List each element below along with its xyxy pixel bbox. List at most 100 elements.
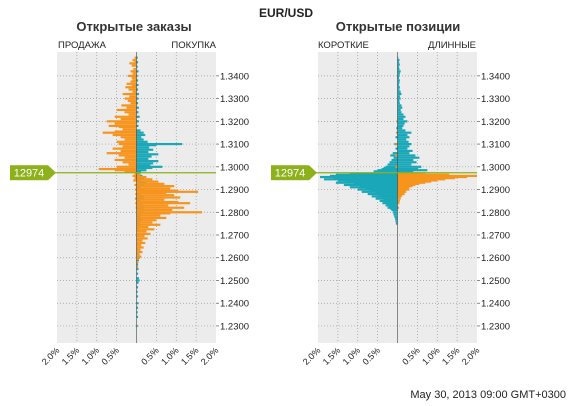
bar-left-level xyxy=(131,85,137,88)
bar-left-level xyxy=(126,106,137,109)
bar-left-level xyxy=(132,58,137,62)
bar-right-level xyxy=(136,238,139,241)
bar-right-level xyxy=(136,265,139,268)
bar-left-level xyxy=(129,62,137,65)
bar-right-level xyxy=(397,140,409,143)
bar-right-level xyxy=(397,133,408,137)
bar-right-level xyxy=(397,111,402,114)
bar-right-level xyxy=(397,108,401,112)
bar-left-level xyxy=(114,130,137,133)
bar-left-level xyxy=(387,206,398,209)
bar-left-level xyxy=(353,182,398,185)
bar-right-level xyxy=(136,106,139,109)
bar-right-level xyxy=(397,170,414,173)
bar-right-level xyxy=(136,79,139,82)
bar-right-level xyxy=(397,97,401,100)
bar-right-level xyxy=(136,277,139,280)
bar-right-level xyxy=(136,235,145,238)
y-tick-label: 1.3200 xyxy=(481,117,510,128)
bar-left-level xyxy=(343,183,398,187)
bar-right-level xyxy=(136,215,141,218)
bar-right-level xyxy=(136,202,191,205)
bar-right-level xyxy=(136,255,142,258)
bar-left-level xyxy=(394,215,398,218)
bar-left-level xyxy=(112,133,137,137)
bar-left-level xyxy=(128,88,137,91)
bar-right-level xyxy=(397,161,417,164)
open-positions-title: Открытые позиции xyxy=(336,19,460,34)
bar-right-level xyxy=(136,256,140,259)
bar-right-level xyxy=(136,243,139,246)
bar-right-level xyxy=(397,117,404,121)
bar-left-level xyxy=(129,95,137,98)
long-axis-label: ДЛИННЫЕ xyxy=(428,40,476,51)
bar-right-level xyxy=(136,228,155,231)
bar-left-level xyxy=(124,156,137,159)
bar-left-level xyxy=(120,136,137,139)
bar-right-level xyxy=(397,190,407,193)
bar-right-level xyxy=(136,216,167,220)
bar-left-level xyxy=(349,186,398,189)
buy-axis-label: ПОКУПКА xyxy=(171,40,216,51)
y-tick-label: 1.3300 xyxy=(220,94,249,105)
bar-right-level xyxy=(136,138,144,141)
bar-right-level xyxy=(397,92,402,96)
bar-right-level xyxy=(136,131,144,134)
bar-left-level xyxy=(381,196,398,199)
bar-right-level xyxy=(136,146,150,149)
bar-right-level xyxy=(397,122,405,125)
bar-right-level xyxy=(136,211,203,214)
bar-right-level xyxy=(136,252,139,255)
bar-left-level xyxy=(392,211,398,214)
x-tick-label: 1.0% xyxy=(420,345,442,367)
x-tick-label: 0.5% xyxy=(400,345,422,367)
bar-right-level xyxy=(136,247,139,250)
bar-left-level xyxy=(375,197,398,200)
bar-right-level xyxy=(136,263,139,266)
bar-right-level xyxy=(397,86,400,89)
x-tick-label: 0.5% xyxy=(99,345,121,367)
bar-right-level xyxy=(136,217,143,221)
bar-right-level xyxy=(397,147,408,150)
symbol-title: EUR/USD xyxy=(259,6,313,20)
bar-right-level xyxy=(397,186,410,189)
current-price-flag-arrow xyxy=(309,165,317,181)
bar-right-level xyxy=(397,58,400,62)
bar-left-level xyxy=(381,167,398,171)
bar-right-level xyxy=(136,229,140,232)
bar-right-level xyxy=(136,219,157,222)
bar-left-level xyxy=(395,154,398,157)
bar-right-level xyxy=(397,174,477,178)
bar-right-level xyxy=(136,222,140,225)
bar-left-level xyxy=(395,142,398,146)
bar-right-level xyxy=(397,129,406,132)
bar-right-level xyxy=(136,189,179,192)
bar-left-level xyxy=(337,179,398,182)
bar-right-level xyxy=(397,195,402,198)
bar-right-level xyxy=(136,227,139,230)
bar-right-level xyxy=(136,197,144,200)
bar-right-level xyxy=(136,257,139,260)
bar-right-level xyxy=(136,183,144,187)
bar-right-level xyxy=(397,95,400,98)
bar-left-level xyxy=(134,56,137,59)
bar-left-level xyxy=(134,59,137,63)
bar-left-level xyxy=(395,147,398,150)
bar-right-level xyxy=(136,204,169,207)
bar-right-level xyxy=(397,142,412,146)
bar-left-level xyxy=(108,124,137,127)
y-tick-label: 1.3300 xyxy=(481,94,510,105)
x-tick-label: 0.5% xyxy=(139,345,161,367)
bar-left-level xyxy=(389,161,398,164)
bar-right-level xyxy=(397,172,426,175)
bar-left-level xyxy=(134,188,137,191)
bar-right-level xyxy=(136,198,165,201)
bar-right-level xyxy=(136,221,153,224)
bar-left-level xyxy=(122,145,137,148)
bar-right-level xyxy=(397,178,446,181)
bar-left-level xyxy=(373,170,398,173)
bar-left-level xyxy=(133,67,137,71)
bar-left-level xyxy=(98,167,137,171)
y-tick-label: 1.2300 xyxy=(481,321,510,332)
bar-left-level xyxy=(124,170,137,173)
